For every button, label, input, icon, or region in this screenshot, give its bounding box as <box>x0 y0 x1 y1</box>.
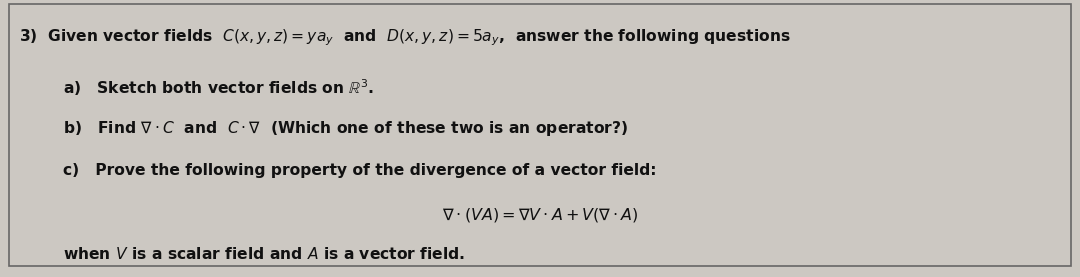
Text: 3)  Given vector fields  $C(x, y, z) = ya_y$  and  $D(x, y, z) = 5a_y$,  answer : 3) Given vector fields $C(x, y, z) = ya_… <box>19 27 791 48</box>
Text: when $V$ is a scalar field and $A$ is a vector field.: when $V$ is a scalar field and $A$ is a … <box>63 246 464 262</box>
Text: b)   Find $\nabla \cdot C$  and  $C \cdot \nabla$  (Which one of these two is an: b) Find $\nabla \cdot C$ and $C \cdot \n… <box>63 119 627 138</box>
Text: $\nabla \cdot (VA) = \nabla V \cdot A + V(\nabla \cdot A)$: $\nabla \cdot (VA) = \nabla V \cdot A + … <box>442 206 638 224</box>
Text: c)   Prove the following property of the divergence of a vector field:: c) Prove the following property of the d… <box>63 163 657 178</box>
Text: a)   Sketch both vector fields on $\mathbb{R}^3$.: a) Sketch both vector fields on $\mathbb… <box>63 77 374 98</box>
FancyBboxPatch shape <box>9 4 1071 266</box>
